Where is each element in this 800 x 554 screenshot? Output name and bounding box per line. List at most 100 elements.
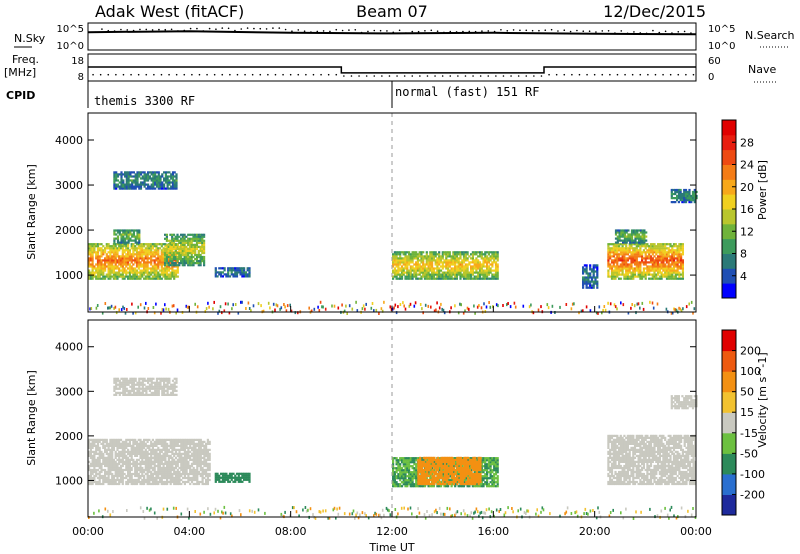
velocity-echo-cell (192, 466, 195, 470)
power-echo-cell (626, 259, 629, 262)
power-echo-cell (496, 267, 499, 270)
power-echo-cell (462, 271, 466, 274)
power-echo-cell (441, 267, 444, 270)
nave-tick-bottom: 0 (708, 72, 714, 83)
power-echo-cell (127, 175, 130, 178)
power-echo-cell (148, 277, 151, 280)
velocity-echo-cell (137, 480, 140, 484)
velocity-echo-cell (180, 474, 183, 478)
power-echo-cell (127, 181, 130, 184)
power-echo-cell (139, 269, 142, 272)
power-echo-cell (225, 273, 228, 276)
power-echo-cell (461, 251, 464, 254)
power-echo-cell (143, 177, 146, 180)
velocity-echo-cell (112, 460, 115, 463)
velocity-echo-cell (131, 377, 134, 380)
power-echo-cell (114, 257, 117, 260)
velocity-echo-cell (98, 462, 101, 465)
velocity-echo-cell (139, 387, 143, 390)
velocity-echo-cell (151, 450, 154, 453)
power-echo-cell (621, 245, 624, 248)
power-echo-cell (429, 265, 432, 268)
power-echo-cell (644, 255, 647, 258)
velocity-echo-cell (105, 450, 108, 453)
power-echo-cell (114, 245, 117, 248)
power-echo-cell (188, 251, 191, 255)
power-echo-cell (619, 249, 622, 252)
velocity-echo-cell (162, 448, 165, 451)
velocity-echo-cell (162, 468, 165, 472)
velocity-echo-cell (206, 464, 209, 468)
power-echo-cell (146, 257, 149, 260)
velocity-echo-cell (164, 470, 167, 474)
power-echo-cell (416, 257, 419, 260)
power-noise-cell (495, 303, 498, 307)
power-echo-cell (655, 251, 658, 254)
power-echo-cell (630, 271, 633, 274)
velocity-echo-cell (116, 444, 119, 447)
power-echo-cell (633, 257, 637, 260)
velocity-echo-cell (89, 456, 92, 459)
power-echo-cell (199, 241, 202, 244)
power-echo-cell (618, 237, 621, 240)
power-echo-cell (491, 255, 494, 258)
power-echo-cell (397, 257, 400, 260)
velocity-echo-cell (112, 440, 115, 443)
power-echo-cell (174, 259, 178, 262)
nave-point (647, 73, 649, 76)
nave-point (282, 73, 284, 76)
power-echo-cell (478, 251, 482, 254)
power-echo-cell (116, 273, 119, 276)
power-echo-cell (113, 229, 116, 232)
velocity-echo-cell (178, 450, 181, 453)
power-noise-cell (692, 311, 694, 315)
power-echo-cell (178, 253, 181, 257)
velocity-echo-cell (91, 460, 94, 463)
nsky-point (202, 30, 205, 32)
velocity-echo-cell (143, 478, 146, 482)
velocity-echo-cell (174, 472, 178, 476)
power-echo-cell (618, 253, 621, 256)
power-echo-cell (139, 261, 142, 264)
velocity-echo-cell (112, 462, 115, 465)
velocity-echo-cell (164, 454, 167, 457)
power-echo-cell (676, 257, 679, 260)
power-echo-cell (197, 241, 200, 244)
power-echo-cell (120, 239, 123, 242)
velocity-echo-cell (143, 476, 146, 480)
power-echo-cell (441, 265, 444, 268)
power-echo-cell (160, 253, 163, 256)
velocity-echo-cell (187, 440, 190, 443)
power-echo-cell (674, 190, 677, 194)
power-echo-cell (100, 259, 103, 262)
power-echo-cell (637, 273, 640, 276)
power-noise-cell (123, 307, 126, 311)
power-echo-cell (625, 235, 628, 238)
power-echo-cell (496, 257, 499, 260)
power-echo-cell (681, 253, 684, 256)
power-echo-cell (164, 260, 167, 263)
velocity-echo-cell (122, 383, 125, 386)
power-echo-cell (589, 286, 592, 289)
power-echo-cell (88, 249, 91, 252)
power-noise-cell (143, 306, 146, 310)
power-echo-cell (680, 277, 683, 280)
power-echo-cell (425, 251, 428, 254)
power-echo-cell (159, 177, 162, 180)
power-echo-cell (399, 253, 402, 256)
velocity-echo-cell (102, 440, 105, 443)
power-echo-cell (494, 257, 498, 260)
power-echo-cell (174, 235, 177, 238)
power-echo-cell (153, 261, 156, 264)
power-echo-cell (171, 181, 175, 184)
power-echo-cell (173, 179, 176, 182)
power-echo-cell (406, 269, 409, 272)
power-echo-cell (447, 265, 450, 268)
velocity-echo-cell (192, 460, 195, 463)
power-echo-cell (408, 263, 411, 266)
power-noise-cell (162, 308, 165, 312)
velocity-echo-cell (192, 444, 195, 447)
velocity-echo-cell (111, 454, 114, 457)
power-echo-cell (171, 265, 174, 268)
power-noise-cell (450, 306, 452, 310)
